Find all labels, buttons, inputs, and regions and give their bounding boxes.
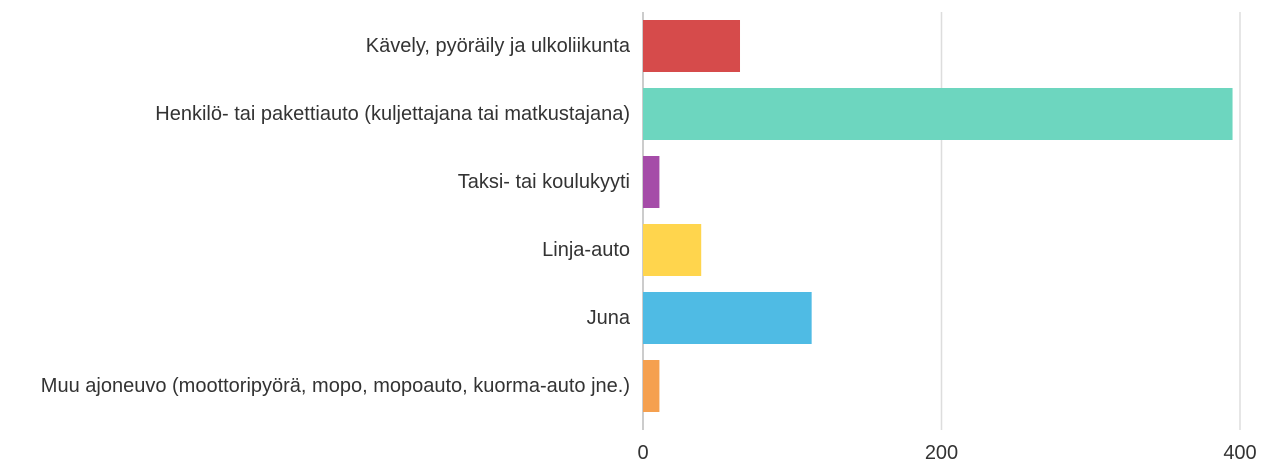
x-tick-label: 200 [925, 442, 958, 463]
x-tick-label: 400 [1223, 442, 1256, 463]
category-label: Linja-auto [542, 239, 630, 261]
category-label: Taksi- tai koulukyyti [457, 171, 630, 193]
x-tick-label: 0 [637, 442, 648, 463]
bar [643, 20, 741, 72]
bar [643, 292, 812, 344]
bar [643, 224, 702, 276]
category-label: Kävely, pyöräily ja ulkoliikunta [365, 35, 630, 57]
category-label: Henkilö- tai pakettiauto (kuljettajana t… [155, 103, 630, 125]
category-label: Juna [586, 307, 630, 329]
bar [643, 88, 1233, 140]
category-label: Muu ajoneuvo (moottoripyörä, mopo, mopoa… [40, 375, 630, 397]
bar [643, 156, 660, 208]
bar [643, 360, 660, 412]
